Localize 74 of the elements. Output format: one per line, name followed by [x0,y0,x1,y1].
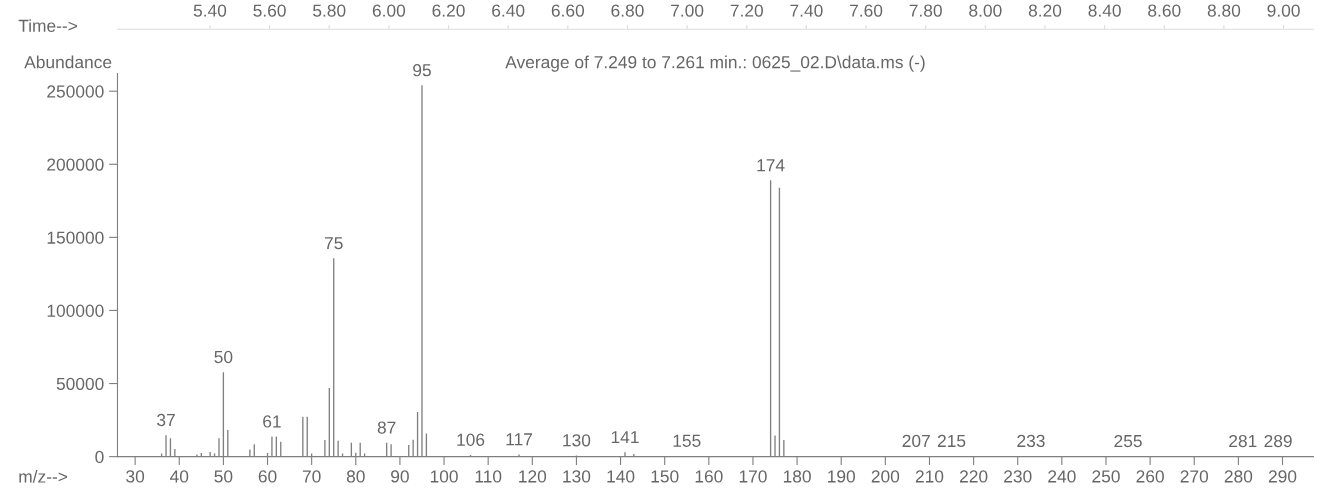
x2-tick-label: 6.20 [432,4,465,17]
annotation: 95 [413,64,431,77]
y-tick-label: 0 [95,450,104,464]
x-axis-title: m/z--> [19,470,68,483]
x-tick-label: 110 [475,470,502,483]
x2-tick-label: 7.00 [671,4,704,17]
annotation: 87 [377,421,396,434]
annotation: 141 [611,431,639,444]
annotation: 106 [457,433,485,446]
x2-tick-label: 9.00 [1267,4,1300,17]
x-tick-label: 280 [1224,470,1253,483]
x2-tick-label: 7.40 [790,4,823,17]
annotation: 233 [1017,434,1045,448]
x-tick-label: 180 [783,470,811,483]
x2-tick-label: 7.20 [730,4,763,17]
x-tick-label: 40 [170,470,189,483]
x2-tick-label: 8.40 [1088,4,1121,17]
chart-title: Average of 7.249 to 7.261 min.: 0625_02.D\data.ms (-) [505,55,925,72]
x-tick-label: 190 [828,470,856,483]
x-tick-label: 250 [1092,470,1120,483]
annotation: 207 [902,434,930,448]
x-tick-label: 210 [915,470,944,483]
y-tick-label: 50000 [56,377,104,390]
x-tick-label: 260 [1136,470,1164,483]
x2-tick-label: 6.40 [492,4,525,17]
x-tick-label: 60 [258,470,277,483]
x2-tick-label: 8.00 [969,4,1002,17]
annotation: 61 [263,415,281,428]
x-tick-label: 230 [1004,470,1032,483]
x-tick-label: 30 [126,470,145,483]
y-tick-label: 250000 [47,85,104,98]
x-tick-label: 240 [1048,470,1076,483]
annotation: 117 [506,433,533,446]
y-axis-title: Abundance [24,55,112,69]
annotation: 130 [563,434,591,447]
x2-tick-label: 6.80 [611,4,644,17]
x2-tick-label: 8.20 [1028,4,1062,17]
annotation: 215 [937,434,966,448]
x-tick-label: 50 [214,470,233,483]
x-tick-label: 140 [607,470,635,483]
annotation: 281 [1229,434,1257,448]
annotation: 174 [757,159,785,172]
y-tick-label: 200000 [47,158,104,171]
annotation: 37 [157,413,175,427]
x2-tick-label: 5.80 [313,4,346,17]
annotation: 75 [324,237,343,250]
x-tick-label: 160 [695,470,723,483]
annotation: 255 [1114,434,1142,448]
x2-axis-title: Time--> [18,19,77,32]
annotation: 289 [1264,434,1292,448]
annotation: 50 [214,350,233,364]
x2-tick-label: 5.40 [193,4,227,17]
x2-tick-label: 7.80 [909,4,942,17]
x2-tick-label: 7.60 [850,4,883,17]
x2-tick-label: 6.60 [551,4,585,17]
x-tick-label: 100 [430,470,458,483]
annotation: 155 [673,434,701,447]
x-tick-label: 80 [346,470,365,483]
x2-tick-label: 8.80 [1207,4,1241,17]
x-tick-label: 200 [871,470,900,483]
y-tick-label: 150000 [47,231,104,244]
x-tick-label: 90 [391,470,409,483]
x-tick-label: 220 [959,470,988,483]
x-tick-label: 170 [739,470,767,483]
y-tick-label: 100000 [47,304,104,317]
x-tick-label: 150 [651,470,679,483]
x-tick-label: 290 [1268,470,1297,483]
x-tick-label: 70 [302,470,321,483]
x2-tick-label: 8.60 [1148,4,1181,17]
x-tick-label: 270 [1180,470,1209,483]
x2-tick-label: 5.60 [253,4,286,17]
x-tick-label: 120 [519,470,547,483]
x2-tick-label: 6.00 [372,4,406,17]
x-tick-label: 130 [563,470,591,483]
